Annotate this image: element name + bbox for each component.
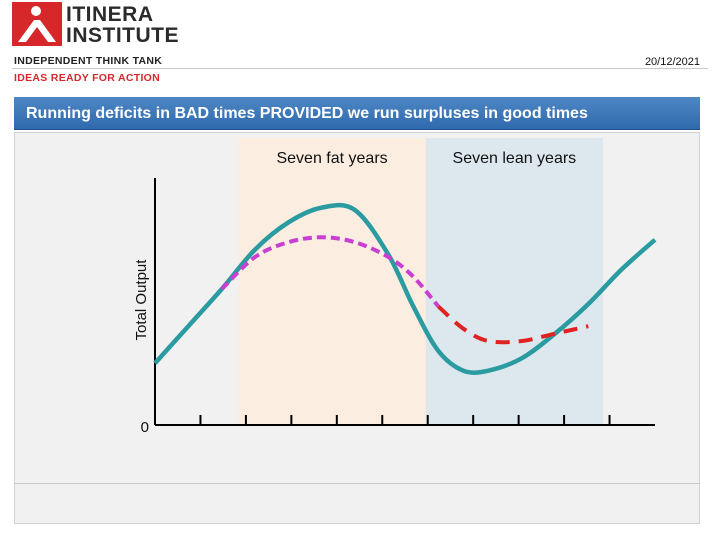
slide-date: 20/12/2021 bbox=[644, 56, 700, 68]
y-axis-label: Total Output bbox=[133, 259, 150, 341]
itinera-logo: ITINERA INSTITUTE INDEPENDENT THINK TANK… bbox=[12, 2, 182, 84]
series-line-2 bbox=[220, 235, 440, 308]
region-band-1 bbox=[238, 138, 426, 425]
brand-name-line2: INSTITUTE bbox=[66, 24, 179, 47]
label-layer: Seven fat years Seven lean years 0 Total Ou… bbox=[133, 150, 576, 436]
brand-tagline: INDEPENDENT THINK TANK bbox=[14, 55, 163, 67]
header-divider bbox=[12, 68, 708, 69]
series-line-1 bbox=[153, 202, 657, 375]
region-label-1: Seven fat years bbox=[276, 150, 387, 167]
itinera-logo-icon bbox=[12, 2, 62, 46]
region-band-2 bbox=[425, 138, 603, 425]
brand-slogan: IDEAS READY FOR ACTION bbox=[14, 72, 161, 84]
series-layer bbox=[153, 202, 657, 375]
axes-layer bbox=[154, 178, 655, 426]
panel-divider bbox=[14, 483, 700, 484]
slide-title-banner: Running deficits in BAD times PROVIDED w… bbox=[14, 97, 700, 130]
slide-title: Running deficits in BAD times PROVIDED w… bbox=[26, 105, 588, 122]
region-layer bbox=[238, 138, 603, 425]
series-line-3 bbox=[436, 304, 589, 345]
region-label-2: Seven lean years bbox=[453, 150, 577, 167]
y-tick-label-0: 0 bbox=[141, 419, 149, 436]
brand-name-line1: ITINERA bbox=[66, 3, 154, 26]
